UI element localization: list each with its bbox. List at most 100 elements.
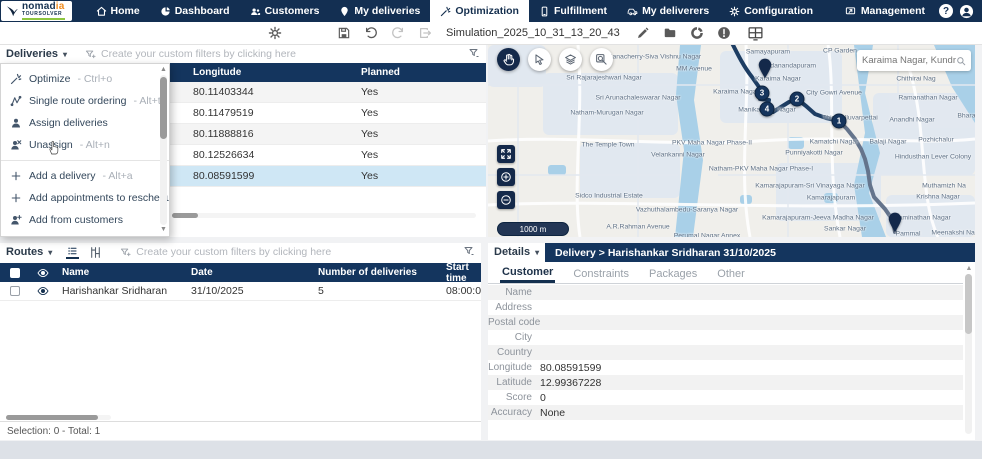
routes-menu-button[interactable]: Routes ▾ — [6, 246, 53, 258]
visibility-eye-icon[interactable] — [37, 285, 49, 297]
alerts-icon[interactable] — [717, 26, 731, 40]
menu-item[interactable]: Add from customers — [1, 209, 169, 231]
management-button[interactable]: Management — [837, 5, 933, 17]
routes-col-deliveries[interactable]: Number of deliveries — [318, 267, 417, 278]
settings-gear-icon[interactable] — [268, 26, 282, 40]
row-checkbox[interactable] — [10, 286, 20, 296]
scroll-up-icon[interactable]: ▲ — [965, 265, 973, 272]
scroll-up-icon[interactable]: ▲ — [160, 66, 167, 73]
redo-icon[interactable] — [391, 26, 405, 40]
details-tab[interactable]: Constraints — [573, 267, 629, 280]
visibility-eye-icon[interactable] — [37, 267, 49, 279]
stop-number-marker[interactable]: 1 — [831, 113, 847, 129]
stop-number-marker[interactable]: 4 — [759, 101, 775, 117]
depot-pin-icon[interactable] — [758, 58, 773, 78]
nav-item-icon — [440, 6, 451, 17]
menu-item-icon — [10, 73, 22, 85]
simulation-toolbar: Simulation_2025_10_31_13_20_43 — [0, 22, 982, 45]
stop-number-marker[interactable]: 3 — [754, 85, 770, 101]
deliveries-menu-button[interactable]: Deliveries ▾ — [6, 48, 67, 60]
search-icon — [956, 56, 966, 66]
select-cursor-tool[interactable] — [528, 48, 551, 71]
nav-item[interactable]: Customers — [240, 0, 330, 22]
menu-item[interactable]: Single route ordering - Alt+t — [1, 90, 169, 112]
details-panel: Details ▾ Delivery > Harishankar Sridhara… — [488, 243, 975, 440]
details-tab[interactable]: Customer — [500, 264, 556, 283]
nomadia-swoosh-icon — [5, 4, 19, 18]
routes-rows: Harishankar Sridharan 31/10/2025 5 08:00… — [0, 282, 481, 301]
menu-item[interactable]: Unassign - Alt+n — [1, 134, 169, 156]
menu-scrollbar[interactable]: ▲ ▼ — [159, 66, 168, 234]
routes-hscrollbar[interactable] — [6, 415, 111, 420]
save-icon[interactable] — [337, 26, 351, 40]
routes-filter-button[interactable] — [463, 245, 475, 260]
nav-item[interactable]: Home — [86, 0, 150, 22]
details-tab[interactable]: Packages — [648, 267, 698, 280]
nav-item-label: Dashboard — [174, 5, 230, 17]
deliveries-hscrollbar[interactable] — [172, 213, 476, 218]
menu-item[interactable]: Optimize - Ctrl+o — [1, 68, 169, 90]
open-folder-icon[interactable] — [663, 26, 677, 40]
map-toolbar — [497, 48, 613, 71]
scroll-down-icon[interactable]: ▼ — [160, 226, 167, 233]
rename-pencil-icon[interactable] — [636, 26, 650, 40]
deliveries-col-planned[interactable]: Planned — [361, 67, 400, 78]
route-row[interactable]: Harishankar Sridharan 31/10/2025 5 08:00… — [0, 282, 481, 301]
deliveries-filter-button[interactable] — [468, 47, 480, 62]
details-menu-button[interactable]: Details ▾ — [494, 246, 540, 258]
stop-number-marker[interactable]: 2 — [789, 91, 805, 107]
deliveries-col-extra[interactable]: L — [480, 67, 486, 78]
export-icon[interactable] — [418, 26, 432, 40]
map-search-tool[interactable] — [590, 48, 613, 71]
map-search-input[interactable] — [862, 55, 956, 66]
layout-grid-icon[interactable] — [747, 25, 764, 42]
expand-icon — [500, 148, 512, 160]
filter-plus-icon — [120, 247, 131, 258]
plus-circle-icon — [500, 171, 512, 183]
undo-icon[interactable] — [364, 26, 378, 40]
routes-col-date[interactable]: Date — [191, 267, 213, 278]
menu-item[interactable]: Assign deliveries — [1, 112, 169, 134]
nav-item[interactable]: Dashboard — [150, 0, 240, 22]
routes-col-name[interactable]: Name — [62, 267, 90, 278]
gantt-view-icon[interactable] — [89, 246, 102, 259]
account-button[interactable] — [959, 4, 974, 19]
layers-tool[interactable] — [559, 48, 582, 71]
map-panel[interactable]: Manacherry-Siva Vishnu Nagar Samayapuram C… — [488, 45, 975, 237]
list-view-icon[interactable] — [66, 246, 80, 259]
nav-item[interactable]: Configuration — [719, 0, 823, 22]
nav-item[interactable]: My deliveries — [329, 0, 430, 22]
nav-item[interactable]: My deliverers — [617, 0, 719, 22]
zoom-in-button[interactable] — [497, 168, 515, 186]
caret-down-icon: ▾ — [48, 247, 53, 257]
deliveries-col-longitude[interactable]: Longitude — [193, 67, 242, 78]
routes-filter-placeholder[interactable]: Create your custom filters by clicking h… — [120, 246, 331, 258]
details-tab[interactable]: Other — [717, 267, 745, 280]
nav-item[interactable]: Fulfillment — [529, 0, 617, 22]
brand-product: TOURSOLVER — [22, 12, 65, 20]
details-tabs: Customer Constraints Packages Other — [488, 264, 963, 284]
pan-hand-tool[interactable] — [497, 48, 520, 71]
nav-item-icon — [339, 6, 350, 17]
zoom-out-button[interactable] — [497, 191, 515, 209]
menu-item[interactable]: Add a file of deliveries - Alt+f — [1, 231, 169, 236]
cursor-icon — [533, 53, 546, 66]
select-all-checkbox[interactable] — [10, 267, 20, 278]
depot-pin-icon[interactable] — [888, 212, 903, 232]
menu-item[interactable]: Add appointments to reschedule — [1, 187, 169, 209]
statistics-donut-icon[interactable] — [690, 26, 704, 40]
routes-col-start[interactable]: Start time — [446, 261, 469, 284]
help-button[interactable]: ? — [939, 4, 953, 18]
nomadia-logo[interactable]: nomadia TOURSOLVER — [1, 1, 72, 21]
nav-item[interactable]: Optimization — [430, 0, 529, 22]
nav-item-label: Configuration — [744, 5, 814, 17]
menu-item-icon — [10, 214, 22, 226]
management-icon — [845, 6, 856, 17]
menu-item[interactable]: Add a delivery - Alt+a — [1, 165, 169, 187]
deliveries-filter-placeholder[interactable]: Create your custom filters by clicking h… — [85, 48, 296, 60]
top-navbar: nomadia TOURSOLVER Home Dashboard Custom… — [0, 0, 982, 22]
map-search-box[interactable] — [857, 50, 971, 71]
fullscreen-button[interactable] — [497, 145, 515, 163]
details-vscrollbar[interactable]: ▲ — [965, 265, 973, 436]
